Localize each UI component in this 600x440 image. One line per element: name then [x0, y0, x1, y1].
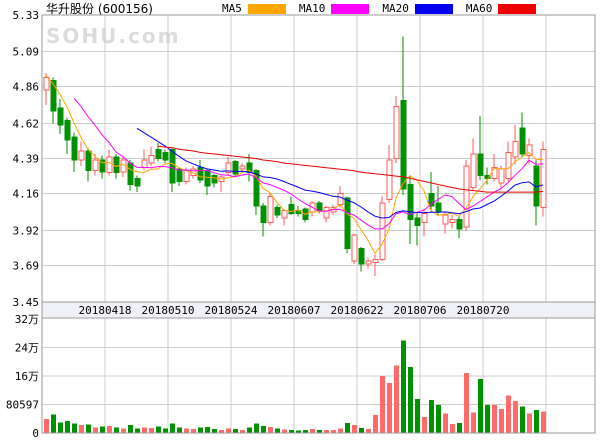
svg-text:5.33: 5.33: [13, 9, 40, 22]
legend-ma60: MA60: [466, 2, 537, 15]
svg-text:20180706: 20180706: [394, 304, 447, 317]
svg-text:3.92: 3.92: [13, 224, 40, 237]
svg-text:4.16: 4.16: [13, 188, 40, 201]
svg-text:24万: 24万: [15, 342, 39, 355]
svg-text:16万: 16万: [15, 370, 39, 383]
ma60-color-swatch: [498, 3, 537, 14]
sohu-watermark: SOHU.com: [46, 24, 181, 48]
svg-text:4.62: 4.62: [13, 117, 40, 130]
svg-text:80597: 80597: [6, 398, 39, 411]
ma60-label: MA60: [465, 2, 493, 15]
stock-title: 华升股份 (600156): [46, 2, 153, 16]
ma5-color-swatch: [247, 3, 286, 14]
svg-text:32万: 32万: [15, 313, 39, 326]
svg-text:5.09: 5.09: [13, 46, 40, 59]
svg-text:20180524: 20180524: [205, 304, 258, 317]
legend-ma20: MA20: [382, 2, 453, 15]
svg-text:3.69: 3.69: [13, 259, 40, 272]
svg-text:20180510: 20180510: [142, 304, 195, 317]
svg-text:20180418: 20180418: [79, 304, 132, 317]
legend-ma10: MA10: [299, 2, 370, 15]
ma20-color-swatch: [414, 3, 453, 14]
svg-text:0: 0: [32, 427, 39, 440]
ma-legend: MA5 MA10 MA20 MA60: [222, 2, 537, 15]
svg-text:20180607: 20180607: [268, 304, 321, 317]
ma10-label: MA10: [298, 2, 326, 15]
svg-text:4.39: 4.39: [13, 153, 40, 166]
ma10-color-swatch: [331, 3, 370, 14]
svg-text:20180720: 20180720: [457, 304, 510, 317]
svg-text:3.45: 3.45: [13, 296, 40, 309]
ma20-label: MA20: [382, 2, 409, 15]
svg-text:20180622: 20180622: [331, 304, 384, 317]
ma5-label: MA5: [222, 2, 242, 15]
svg-text:4.86: 4.86: [13, 81, 40, 94]
legend-ma5: MA5: [222, 2, 286, 15]
